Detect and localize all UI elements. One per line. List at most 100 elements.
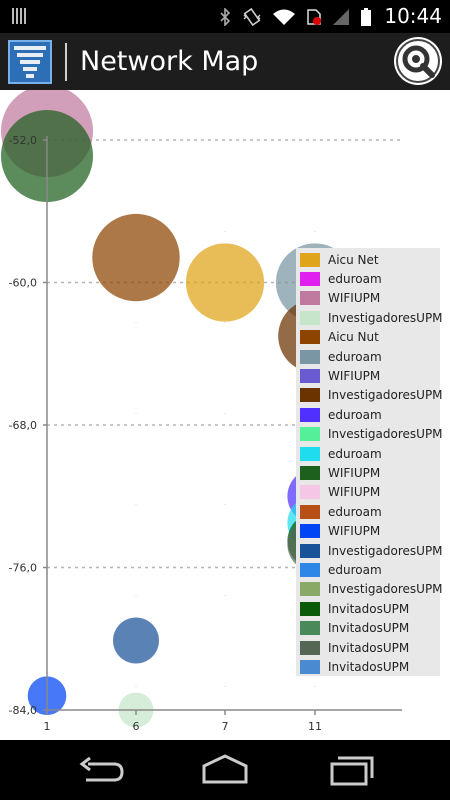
legend-label: eduroam xyxy=(328,562,382,577)
legend-swatch xyxy=(300,407,320,422)
legend-label: WIFIUPM xyxy=(328,485,381,500)
legend-label: InvestigadoresUPM xyxy=(328,310,443,325)
scan-button[interactable] xyxy=(394,37,442,85)
legend-item: eduroam xyxy=(300,560,382,579)
legend-item: InvitadosUPM xyxy=(300,638,409,657)
legend-item: WIFIUPM xyxy=(300,366,380,385)
bubble-point[interactable] xyxy=(113,617,159,664)
legend-swatch xyxy=(300,659,320,674)
legend-item: InvestigadoresUPM xyxy=(300,308,443,327)
legend-item: InvitadosUPM xyxy=(300,657,409,676)
legend-item: InvestigadoresUPM xyxy=(300,386,443,405)
legend-item: Aicu Nut xyxy=(300,328,379,347)
legend-label: eduroam xyxy=(328,271,382,286)
title-divider xyxy=(65,43,67,81)
x-tick-label: 11 xyxy=(308,720,322,733)
legend-swatch xyxy=(300,485,320,500)
legend-item: InvestigadoresUPM xyxy=(300,425,443,444)
page-title: Network Map xyxy=(80,46,259,77)
wifi-icon xyxy=(273,9,295,25)
legend-item: eduroam xyxy=(300,347,382,366)
clock: 10:44 xyxy=(384,4,442,28)
legend-swatch xyxy=(300,291,320,306)
back-button[interactable] xyxy=(76,752,126,788)
legend-label: eduroam xyxy=(328,446,382,461)
magnifier-radar-icon xyxy=(396,39,440,83)
x-tick-label: 6 xyxy=(133,720,140,733)
recent-apps-button[interactable] xyxy=(326,752,376,788)
sim-icon xyxy=(307,9,321,25)
x-tick-label: 1 xyxy=(44,720,51,733)
signal-bars-icon xyxy=(12,8,28,24)
legend-label: InvestigadoresUPM xyxy=(328,427,443,442)
legend-label: WIFIUPM xyxy=(328,524,381,539)
legend-swatch xyxy=(300,368,320,383)
status-icons xyxy=(218,7,372,27)
x-tick-label: 7 xyxy=(222,720,229,733)
legend-swatch xyxy=(300,621,320,636)
home-button[interactable] xyxy=(200,752,250,788)
y-tick-label: -60,0 xyxy=(9,277,37,290)
legend-swatch xyxy=(300,524,320,539)
legend-swatch xyxy=(300,446,320,461)
status-bar: 10:44 xyxy=(0,0,450,33)
legend-swatch xyxy=(300,252,320,267)
legend-item: eduroam xyxy=(300,502,382,521)
legend-label: Aicu Nut xyxy=(328,330,379,345)
legend-item: WIFIUPM xyxy=(300,289,380,308)
legend-swatch xyxy=(300,465,320,480)
legend-item: eduroam xyxy=(300,444,382,463)
legend-label: WIFIUPM xyxy=(328,368,381,383)
legend-label: eduroam xyxy=(328,349,382,364)
legend-swatch xyxy=(300,504,320,519)
legend-label: WIFIUPM xyxy=(328,465,381,480)
legend-item: WIFIUPM xyxy=(300,463,380,482)
signal-icon xyxy=(333,9,349,25)
legend-label: InvitadosUPM xyxy=(328,601,410,616)
legend-label: WIFIUPM xyxy=(328,291,381,306)
legend-item: InvitadosUPM xyxy=(300,599,409,618)
signal-funnel-icon xyxy=(14,46,46,78)
back-arrow-icon xyxy=(79,756,124,782)
legend-item: Aicu Net xyxy=(300,250,379,269)
app-logo-icon[interactable] xyxy=(8,40,52,84)
y-tick-label: -76,0 xyxy=(9,562,37,575)
legend-label: InvitadosUPM xyxy=(328,659,410,674)
legend-label: InvitadosUPM xyxy=(328,621,410,636)
navigation-bar xyxy=(0,740,450,800)
legend-item: InvestigadoresUPM xyxy=(300,541,443,560)
legend-swatch xyxy=(300,640,320,655)
legend-label: InvestigadoresUPM xyxy=(328,543,443,558)
legend-label: eduroam xyxy=(328,504,382,519)
legend-item: WIFIUPM xyxy=(300,522,380,541)
bubble-point[interactable] xyxy=(185,243,265,322)
legend-swatch xyxy=(300,349,320,364)
y-tick-label: -84,0 xyxy=(9,704,37,717)
legend-item: InvitadosUPM xyxy=(300,619,409,638)
legend-swatch xyxy=(300,388,320,403)
legend-swatch xyxy=(300,562,320,577)
legend-swatch xyxy=(300,310,320,325)
legend-swatch xyxy=(300,543,320,558)
legend-item: WIFIUPM xyxy=(300,483,380,502)
action-bar: Network Map xyxy=(0,33,450,90)
recent-apps-icon xyxy=(330,756,374,786)
legend-label: InvestigadoresUPM xyxy=(328,388,443,403)
legend-swatch xyxy=(300,582,320,597)
legend-item: InvestigadoresUPM xyxy=(300,580,443,599)
legend-swatch xyxy=(300,330,320,345)
chart-legend: Aicu Net eduroam WIFIUPM InvestigadoresUPM A… xyxy=(296,248,443,676)
vibrate-icon xyxy=(243,8,261,26)
battery-icon xyxy=(361,8,371,26)
y-tick-label: -52,0 xyxy=(9,134,37,147)
legend-label: InvitadosUPM xyxy=(328,640,410,655)
legend-label: Aicu Net xyxy=(328,252,379,267)
bubble-point[interactable] xyxy=(92,213,180,302)
network-map-chart: -52,0 -60,0 -68,0 -76,0 -84,0 1 6 7 11 Aicu Net e… xyxy=(0,90,450,740)
home-icon xyxy=(202,754,248,784)
legend-label: InvestigadoresUPM xyxy=(328,582,443,597)
legend-swatch xyxy=(300,601,320,616)
y-tick-label: -68,0 xyxy=(9,419,37,432)
bluetooth-icon xyxy=(220,8,231,26)
legend-label: eduroam xyxy=(328,407,382,422)
